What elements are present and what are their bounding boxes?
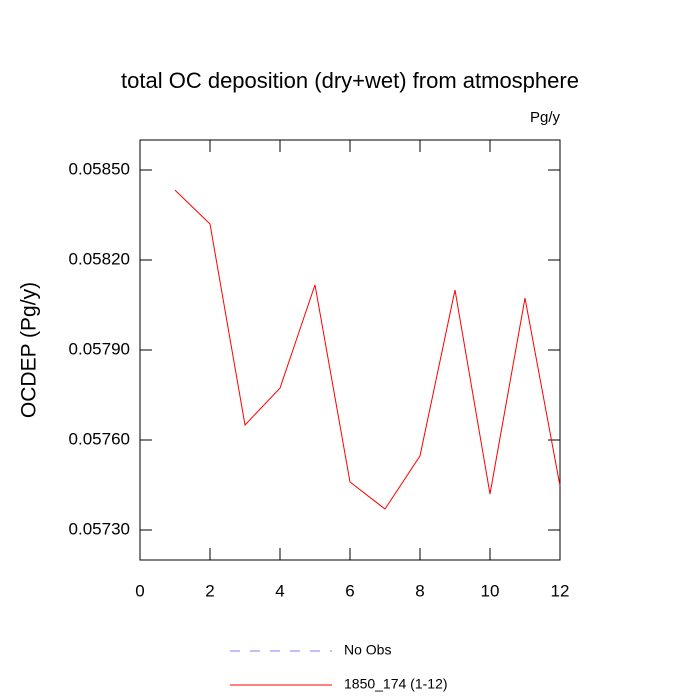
y-tick-label: 0.05730 [69,519,130,538]
y-tick-label: 0.05760 [69,429,130,448]
units-label: Pg/y [530,109,561,126]
legend-label: No Obs [344,642,391,658]
x-tick-label: 10 [481,581,500,600]
x-tick-label: 0 [135,581,144,600]
y-tick-label: 0.05820 [69,249,130,268]
x-tick-label: 4 [275,581,284,600]
x-tick-label: 12 [551,581,570,600]
y-tick-label: 0.05790 [69,339,130,358]
y-tick-label: 0.05850 [69,159,130,178]
y-axis-label: OCDEP (Pg/y) [18,282,41,418]
legend-label: 1850_174 (1-12) [344,676,448,692]
x-tick-label: 8 [415,581,424,600]
x-tick-label: 2 [205,581,214,600]
plot-frame [139,139,561,561]
line-series [174,189,561,510]
chart-title: total OC deposition (dry+wet) from atmos… [121,68,579,93]
x-tick-label: 6 [345,581,354,600]
